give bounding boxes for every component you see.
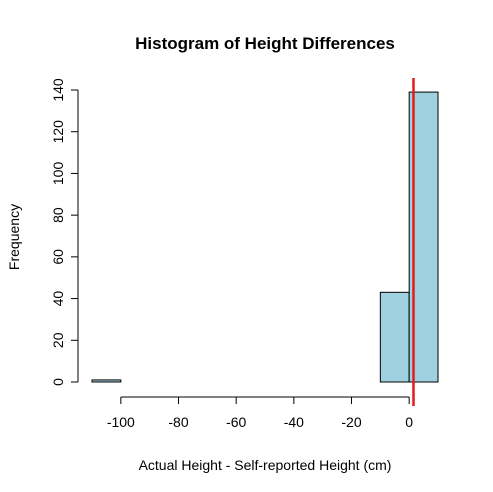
y-tick-label: 120 — [50, 120, 66, 144]
y-tick-label: 140 — [50, 78, 66, 102]
histogram-bar — [379, 291, 410, 383]
x-tick-label: -60 — [226, 414, 246, 430]
x-tick-label: 0 — [405, 414, 413, 430]
y-axis: 0 20 40 60 80 100 120 140 — [50, 78, 79, 386]
x-tick-label: -80 — [168, 414, 188, 430]
y-tick-label: 40 — [50, 291, 66, 307]
y-tick-label: 60 — [50, 249, 66, 265]
y-tick-label: 20 — [50, 332, 66, 348]
y-tick-label: 100 — [50, 162, 66, 186]
x-tick-label: -100 — [107, 414, 135, 430]
bars-group — [91, 91, 439, 383]
chart-title: Histogram of Height Differences — [135, 34, 395, 53]
y-tick-label: 80 — [50, 207, 66, 223]
y-axis-label: Frequency — [6, 204, 22, 270]
x-tick-label: -40 — [284, 414, 304, 430]
y-tick-label: 0 — [50, 378, 66, 386]
x-axis-label: Actual Height - Self-reported Height (cm… — [139, 457, 392, 473]
histogram-bar — [91, 379, 122, 383]
x-tick-label: -20 — [341, 414, 361, 430]
x-axis: -100 -80 -60 -40 -20 0 — [107, 396, 413, 430]
